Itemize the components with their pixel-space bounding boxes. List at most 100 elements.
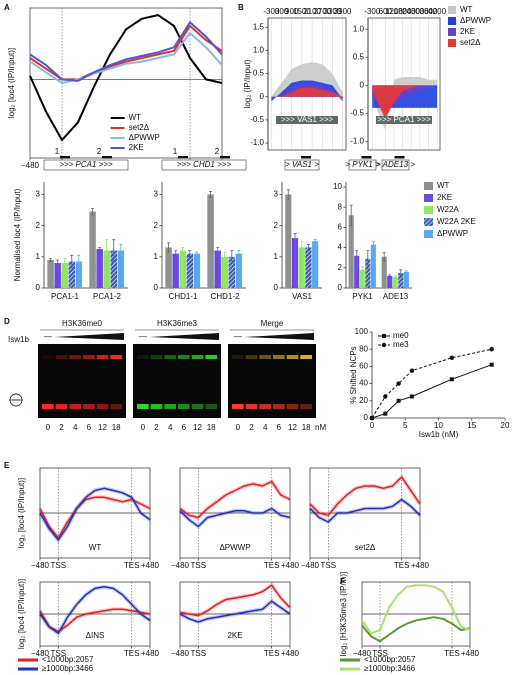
y-axis-label: % Shifted NCPs — [349, 346, 358, 403]
x-tick-label: 2400 — [402, 7, 420, 16]
amplicon — [361, 156, 372, 159]
lane-label: 4 — [73, 423, 78, 432]
x-tick-label: 600 — [379, 7, 393, 16]
lane-label: 6 — [182, 423, 187, 432]
titration-wedge — [244, 333, 314, 340]
lane-label: 2 — [249, 423, 254, 432]
x-tick-label: −480 — [31, 649, 50, 658]
legend-label: WT — [129, 113, 142, 122]
gel-band-shifted — [286, 355, 299, 359]
lane-label: 12 — [98, 423, 107, 432]
error-bar — [112, 239, 116, 262]
data-point — [449, 377, 454, 382]
legend-label: W22A 2KE — [437, 217, 476, 226]
gel-band-shifted — [69, 355, 81, 359]
x-tick-label: 0 — [370, 421, 375, 430]
x-tick-label: 900 — [285, 7, 299, 16]
titration-wedge — [54, 333, 124, 340]
x-tick-label: −480 — [171, 561, 190, 570]
bar — [165, 247, 172, 288]
gel-band-free — [273, 404, 285, 409]
gel-band-shifted — [245, 355, 258, 359]
x-tick-label: 1200 — [385, 7, 403, 16]
series-line — [309, 476, 421, 517]
legend-label: me3 — [393, 340, 409, 349]
bar — [348, 215, 354, 288]
x-tick-label: TES — [444, 649, 460, 658]
bar — [68, 261, 76, 288]
series-line — [179, 584, 291, 617]
gel-band-free — [286, 404, 299, 409]
gene-label: > VAS1 > — [285, 160, 319, 169]
y-tick-label: -0.5 — [250, 115, 264, 124]
y-tick-label: -0.5 — [350, 109, 364, 118]
x-tick-label: 20 — [501, 421, 510, 430]
gene-label: >>> VAS1 >>> — [281, 115, 334, 124]
y-tick-label: 2 — [338, 263, 343, 272]
x-tick-label: +480 — [281, 561, 300, 570]
bar — [370, 244, 376, 288]
error-bar — [223, 251, 227, 262]
lane-label: 0 — [46, 423, 51, 432]
legend-label: ≥1000bp:3466 — [364, 664, 416, 673]
x-tick-label: 300 — [275, 7, 289, 16]
titration-wedge — [149, 333, 219, 340]
x-tick-label: VAS1 — [292, 292, 312, 301]
legend-label: ΔPWWP — [460, 16, 491, 25]
gene-label: >>> PCA1 >>> — [59, 160, 113, 169]
legend-label: 2KE — [129, 143, 144, 152]
series-line — [29, 24, 223, 81]
bar — [403, 271, 409, 288]
chart-title: WT — [89, 543, 102, 552]
y-tick-label: 0.5 — [253, 69, 265, 78]
chart-title: set2Δ — [355, 543, 376, 552]
x-tick-label: TES — [264, 649, 280, 658]
y-tick-label: 0 — [360, 81, 365, 90]
y-tick-label: 40 — [359, 379, 368, 388]
legend-label: WT — [437, 181, 450, 190]
amplicon — [301, 156, 311, 159]
bar — [221, 256, 228, 288]
x-tick-label: PCA1-2 — [93, 292, 122, 301]
data-point — [449, 355, 454, 360]
legend-label: ΔPWWP — [129, 133, 160, 142]
error-bar — [360, 266, 364, 274]
bar — [298, 247, 305, 288]
error-bar — [349, 204, 353, 226]
error-bar — [119, 243, 123, 258]
x-tick-label: TSS — [51, 649, 67, 658]
gel-title: H3K36me3 — [157, 319, 198, 328]
series-line — [361, 584, 471, 635]
x-tick-label: TES — [124, 649, 140, 658]
gel-band-free — [83, 404, 95, 409]
legend-swatch — [424, 218, 433, 226]
bar — [103, 250, 110, 288]
bar — [193, 253, 201, 288]
y-tick-label: 10 — [333, 182, 342, 191]
error-bar — [399, 269, 403, 277]
bar — [228, 256, 236, 288]
error-bar — [174, 250, 178, 258]
x-tick-label: −480 — [301, 561, 320, 570]
series-line — [309, 498, 421, 523]
x-tick-label: TSS — [51, 561, 67, 570]
legend-label: 2KE — [460, 27, 475, 36]
y-tick-label: 20 — [359, 396, 368, 405]
legend-label: 2KE — [437, 193, 452, 202]
x-tick-label: TSS — [191, 649, 207, 658]
x-tick-label: 10 — [434, 421, 443, 430]
bar — [392, 276, 398, 288]
lane-label: 2 — [154, 423, 159, 432]
gel-band-free — [245, 404, 258, 409]
bar — [359, 269, 365, 288]
gel-band-shifted — [137, 355, 149, 359]
gel-band-shifted — [83, 355, 95, 359]
x-tick-label: 3600 — [420, 7, 438, 16]
error-bar — [77, 254, 81, 269]
gel-band-shifted — [300, 355, 312, 359]
gel-band-free — [178, 404, 190, 409]
error-bar — [230, 250, 234, 264]
bar — [172, 253, 179, 288]
gel-band-free — [164, 404, 176, 409]
panel-letter: E — [4, 461, 10, 470]
